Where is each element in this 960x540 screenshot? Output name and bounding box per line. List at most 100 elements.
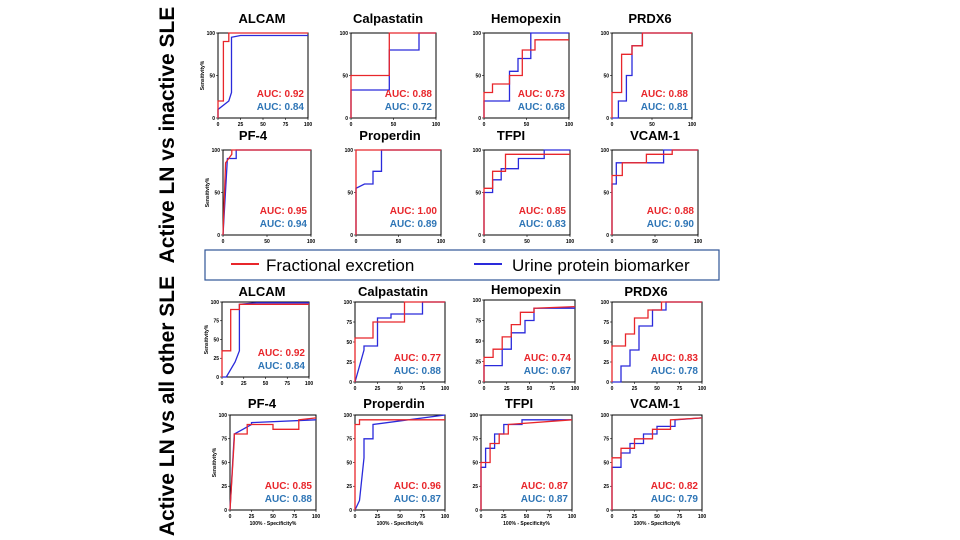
x-tick-label: 100 (441, 386, 450, 392)
y-tick-label: 75 (603, 437, 609, 443)
series-line-fractional (355, 149, 441, 235)
roc-panel-5: PF-4 0 50 100 0 50 100 Sensitivity% AUC: 0.95 AUC… (205, 128, 315, 245)
x-tick-label: 100 (565, 122, 574, 128)
x-tick-label: 100 (698, 514, 707, 520)
y-tick-label: 100 (212, 148, 221, 154)
panel-title: Calpastatin (353, 11, 423, 26)
roc-panel-13: PF-4 0 25 50 75 100 0 25 50 75 100 Sensitivity% 100%… (212, 396, 320, 527)
auc-label-fractional: AUC: 0.96 (394, 481, 442, 492)
panel-title: PRDX6 (628, 11, 671, 26)
x-tick-label: 0 (217, 122, 220, 128)
x-tick-label: 0 (221, 381, 224, 387)
auc-label-fractional: AUC: 0.95 (260, 206, 308, 217)
auc-label-fractional: AUC: 0.74 (524, 353, 572, 364)
roc-panel-11: Hemopexin 0 25 50 75 100 0 25 50 75 100 AUC: 0.74 AU… (473, 282, 580, 392)
x-tick-label: 75 (549, 386, 555, 392)
x-tick-label: 75 (677, 514, 683, 520)
y-tick-label: 0 (478, 380, 481, 386)
x-tick-label: 75 (284, 381, 290, 387)
y-tick-label: 25 (603, 360, 609, 366)
panel-title: VCAM-1 (630, 396, 680, 411)
x-tick-label: 100 (694, 239, 703, 245)
y-tick-label: 50 (475, 339, 481, 345)
x-tick-label: 25 (375, 514, 381, 520)
panel-title: Calpastatin (358, 284, 428, 299)
y-tick-label: 50 (475, 190, 481, 196)
auc-label-fractional: AUC: 0.88 (647, 206, 695, 217)
auc-label-fractional: AUC: 0.92 (258, 348, 306, 359)
x-tick-label: 0 (611, 386, 614, 392)
y-axis-label: Sensitivity% (205, 177, 211, 207)
x-tick-label: 25 (632, 386, 638, 392)
x-tick-label: 50 (524, 122, 530, 128)
roc-panel-16: VCAM-1 0 25 50 75 100 0 25 50 75 100 100% - Specifi… (601, 396, 707, 527)
roc-panel-14: Properdin 0 25 50 75 100 0 25 50 75 100 100% - Spec… (344, 396, 450, 527)
y-tick-label: 100 (219, 413, 228, 419)
panel-title: Properdin (359, 128, 420, 143)
panel-title: ALCAM (239, 284, 286, 299)
x-axis-label: 100% - Specificity% (377, 521, 424, 527)
y-tick-label: 50 (346, 460, 352, 466)
x-tick-label: 100 (432, 122, 441, 128)
series-line-urine (483, 149, 570, 235)
auc-label-fractional: AUC: 0.82 (651, 481, 699, 492)
y-tick-label: 100 (344, 413, 353, 419)
x-axis-label: 100% - Specificity% (634, 521, 681, 527)
legend-label-fractional: Fractional excretion (266, 256, 414, 275)
y-tick-label: 100 (601, 413, 610, 419)
x-tick-label: 0 (350, 122, 353, 128)
y-tick-label: 0 (212, 116, 215, 122)
y-tick-label: 100 (211, 300, 220, 306)
auc-label-urine: AUC: 0.84 (257, 102, 305, 113)
x-tick-label: 75 (677, 386, 683, 392)
x-tick-label: 0 (611, 239, 614, 245)
x-tick-label: 75 (292, 514, 298, 520)
y-tick-label: 25 (603, 484, 609, 490)
legend: Fractional excretion Urine protein bioma… (204, 249, 720, 281)
y-tick-label: 0 (475, 508, 478, 514)
x-tick-label: 100 (698, 386, 707, 392)
auc-label-urine: AUC: 0.94 (260, 219, 308, 230)
x-tick-label: 50 (397, 386, 403, 392)
legend-box (204, 249, 720, 281)
y-tick-label: 25 (472, 484, 478, 490)
auc-label-fractional: AUC: 1.00 (390, 206, 438, 217)
x-tick-label: 50 (270, 514, 276, 520)
y-tick-label: 100 (473, 31, 482, 37)
auc-label-urine: AUC: 0.90 (647, 219, 695, 230)
y-axis-label: Sensitivity% (204, 324, 210, 354)
auc-label-urine: AUC: 0.78 (651, 366, 699, 377)
auc-label-urine: AUC: 0.81 (641, 102, 689, 113)
roc-panel-15: TFPI 0 25 50 75 100 0 25 50 75 100 100% - Specifici… (470, 396, 577, 527)
series-line-fractional (229, 417, 317, 511)
auc-label-urine: AUC: 0.84 (258, 361, 306, 372)
series-line-fractional (611, 417, 703, 510)
y-tick-label: 75 (346, 320, 352, 326)
y-tick-label: 25 (213, 356, 219, 362)
y-axis-label: Sensitivity% (212, 447, 218, 477)
x-tick-label: 0 (611, 122, 614, 128)
auc-label-fractional: AUC: 0.85 (519, 206, 567, 217)
series-line-fractional (483, 305, 576, 382)
auc-label-urine: AUC: 0.83 (519, 219, 567, 230)
series-line-urine (354, 301, 445, 383)
y-tick-label: 0 (606, 380, 609, 386)
roc-panel-4: PRDX6 0 50 100 0 50 100 AUC: 0.88 AUC: 0.81 (601, 11, 697, 128)
x-tick-label: 100 (441, 514, 450, 520)
series-line-fractional (222, 149, 311, 236)
x-tick-label: 0 (355, 239, 358, 245)
section-labels: Active LN vs inactive SLE Active LN vs a… (156, 7, 179, 537)
auc-label-urine: AUC: 0.89 (390, 219, 438, 230)
legend-label-urine: Urine protein biomarker (512, 256, 690, 275)
panel-title: TFPI (505, 396, 533, 411)
y-tick-label: 25 (221, 484, 227, 490)
auc-label-fractional: AUC: 0.73 (518, 89, 566, 100)
roc-panels: ALCAM 0 25 50 75 100 0 50 100 Sensitivity% AUC: 0.… (200, 11, 706, 527)
x-tick-label: 75 (420, 386, 426, 392)
roc-panel-6: Properdin 0 50 100 0 50 100 AUC: 1.00 AUC: 0.89 (345, 128, 446, 245)
x-tick-label: 0 (483, 386, 486, 392)
x-tick-label: 0 (480, 514, 483, 520)
x-tick-label: 75 (546, 514, 552, 520)
x-tick-label: 50 (654, 386, 660, 392)
x-tick-label: 75 (420, 514, 426, 520)
